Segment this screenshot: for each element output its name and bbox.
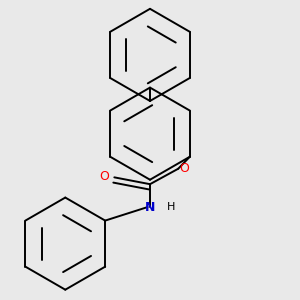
Text: O: O	[99, 170, 109, 183]
Text: H: H	[167, 202, 176, 212]
Text: O: O	[180, 162, 190, 175]
Text: N: N	[145, 201, 155, 214]
